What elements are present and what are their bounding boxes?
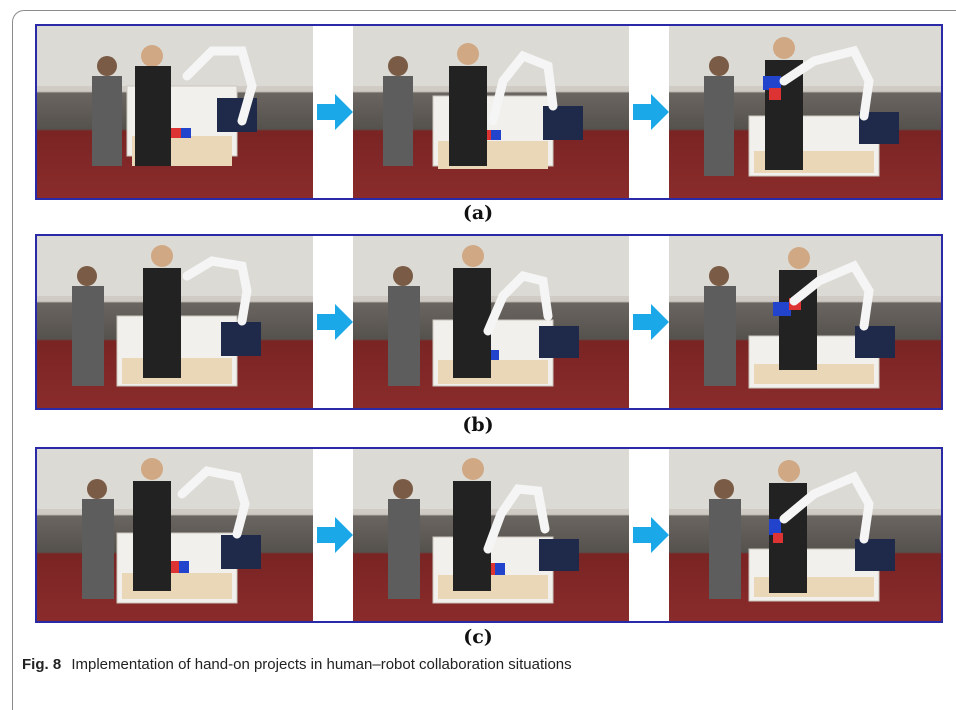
figure-number: Fig. 8 [22,656,62,673]
row-label-b: (b) [462,414,494,436]
arrow-right-icon [633,304,669,340]
row-label-c: (c) [463,626,493,648]
scene-illustration [669,449,941,602]
scene-illustration [669,26,941,177]
photo-a-3 [669,26,941,198]
figure-row-c [35,447,943,623]
arrow-right-icon [633,94,669,130]
scene-illustration [353,236,629,387]
photo-a-1 [37,26,313,198]
figure-row-a [35,24,943,200]
caption-text: Implementation of hand-on projects in hu… [71,656,572,673]
scene-illustration [37,449,313,604]
photo-c-2 [353,449,629,621]
photo-b-2 [353,236,629,408]
row-label-a: (a) [462,202,494,224]
scene-illustration [37,236,313,387]
photo-a-2 [353,26,629,198]
scene-illustration [353,449,629,604]
scene-illustration [37,26,313,166]
photo-c-1 [37,449,313,621]
photo-c-3 [669,449,941,621]
arrow-right-icon [633,517,669,553]
figure-caption: Fig. 8 Implementation of hand-on project… [22,656,942,673]
scene-illustration [669,236,941,389]
arrow-right-icon [317,517,353,553]
photo-b-1 [37,236,313,408]
arrow-right-icon [317,304,353,340]
figure-row-b [35,234,943,410]
arrow-right-icon [317,94,353,130]
photo-b-3 [669,236,941,408]
figure-frame [12,10,956,710]
scene-illustration [353,26,629,169]
